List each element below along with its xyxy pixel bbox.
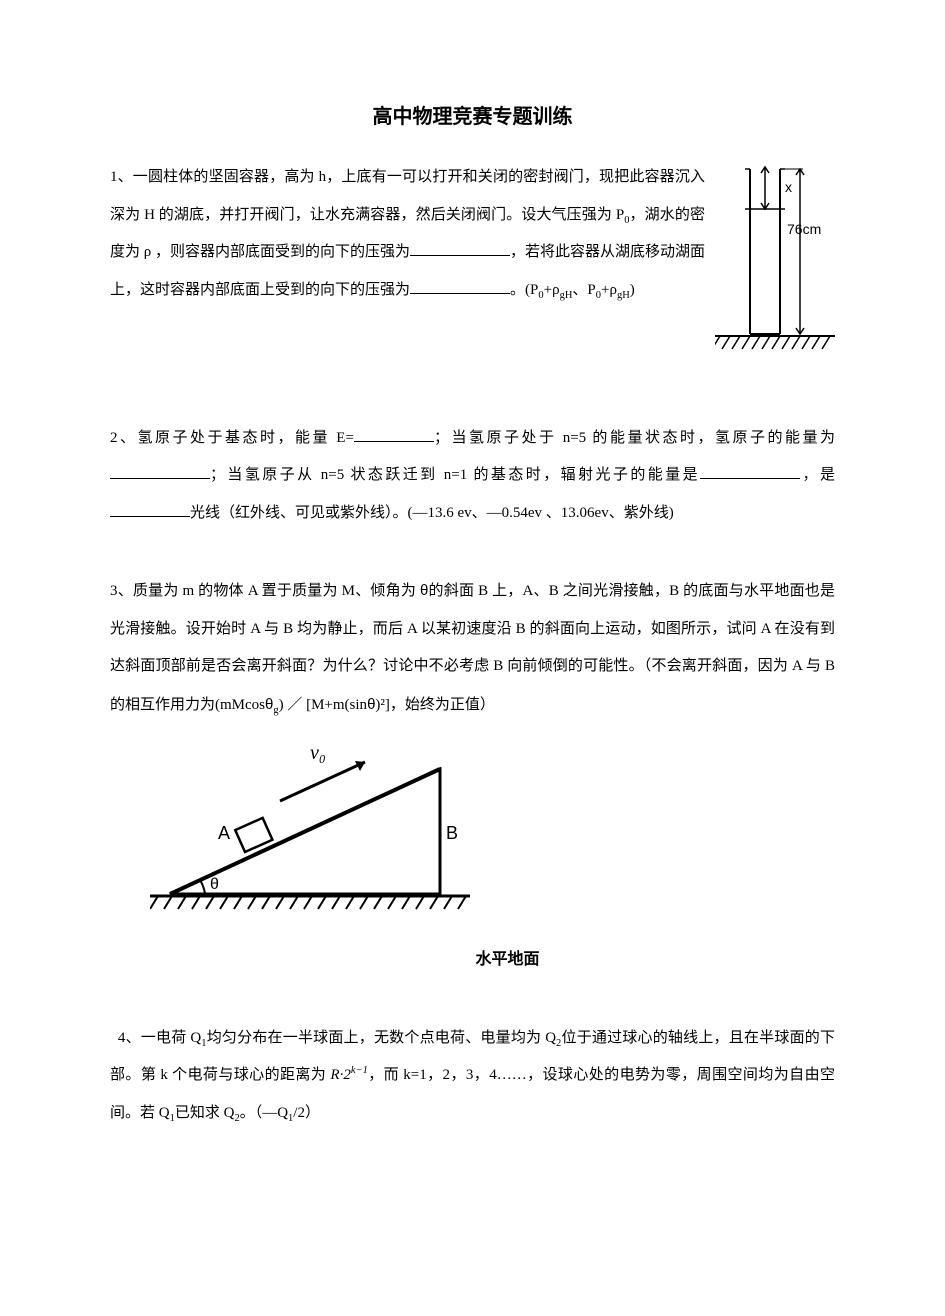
p1-text-6: 、P (572, 282, 595, 298)
blank-6 (110, 502, 190, 517)
blank-1 (410, 241, 510, 256)
p2-text-2: ；当氢原子处于 n=5 的能量状态时，氢原子的能量为 (434, 430, 835, 446)
p1-sub5: gH (617, 290, 630, 301)
blank-2 (410, 279, 510, 294)
page-title: 高中物理竞赛专题训练 (110, 100, 835, 129)
ground-label: 水平地面 (180, 940, 835, 980)
blank-5 (700, 464, 800, 479)
problem-2: 2、氢原子处于基态时，能量 E= ；当氢原子处于 n=5 的能量状态时，氢原子的能… (110, 420, 835, 533)
figure-1: x 76cm (715, 164, 835, 380)
p3-text-2: 的斜面 B 上，A、B 之间光滑接触，B 的底面与水平地面也是光滑接触。设开始时… (110, 583, 835, 713)
problem-3: 3、质量为 m 的物体 A 置于质量为 M、倾角为 θ 的斜面 B 上，A、B 之… (110, 572, 835, 980)
blank-4 (110, 464, 210, 479)
p4-text-7: /2） (293, 1105, 320, 1121)
p4-text-6: 。（—Q (240, 1105, 288, 1121)
p2-text-5: 光线（红外线、可见或紫外线）。(—13.6 ev、—0.54ev 、13.06e… (190, 505, 674, 521)
p4-exp: k−1 (351, 1065, 368, 1076)
p2-text-4: ，是 (800, 467, 835, 483)
p3-text-1: 3、质量为 m 的物体 A 置于质量为 M、倾角为 (110, 583, 420, 599)
p1-text-7: +ρ (601, 282, 617, 298)
p3-text-4: )²]，始终为正值） (375, 697, 495, 713)
p1-text-5: +ρ (544, 282, 560, 298)
velocity-label: v₀ (310, 742, 326, 764)
p4-text-1: 4、一电荷 Q (118, 1030, 201, 1046)
figure-2: A v₀ B θ (150, 739, 835, 980)
p1-text-1: 1、一圆柱体的坚固容器，高为 h，上底有一可以打开和关闭的密封阀门，现把此容器沉… (110, 169, 705, 223)
x-label: x (785, 179, 792, 195)
p1-sub3: gH (560, 290, 573, 301)
p2-text-1: 2、氢原子处于基态时，能量 E= (110, 430, 354, 446)
height-label: 76cm (787, 221, 821, 237)
p2-text-3: ；当氢原子从 n=5 状态跃迁到 n=1 的基态时，辐射光子的能量是 (210, 467, 700, 483)
p3-text-3: ) ／ [M+m(sin (279, 697, 367, 713)
problem-4: 4、一电荷 Q1均匀分布在一半球面上，无数个点电荷、电量均为 Q2位于通过球心的… (110, 1020, 835, 1133)
blank-3 (354, 427, 434, 442)
p4-text-2: 均匀分布在一半球面上，无数个点电荷、电量均为 Q (207, 1030, 557, 1046)
p1-text-4: 。(P (510, 282, 538, 298)
angle-label: θ (210, 876, 219, 893)
p1-text-8: ) (630, 282, 635, 298)
p4-formula: R·2 (330, 1067, 350, 1083)
block-label: A (218, 823, 230, 843)
p4-text-5: 已知求 Q (175, 1105, 235, 1121)
problem-1: x 76cm (110, 159, 835, 380)
plane-label: B (446, 823, 458, 843)
